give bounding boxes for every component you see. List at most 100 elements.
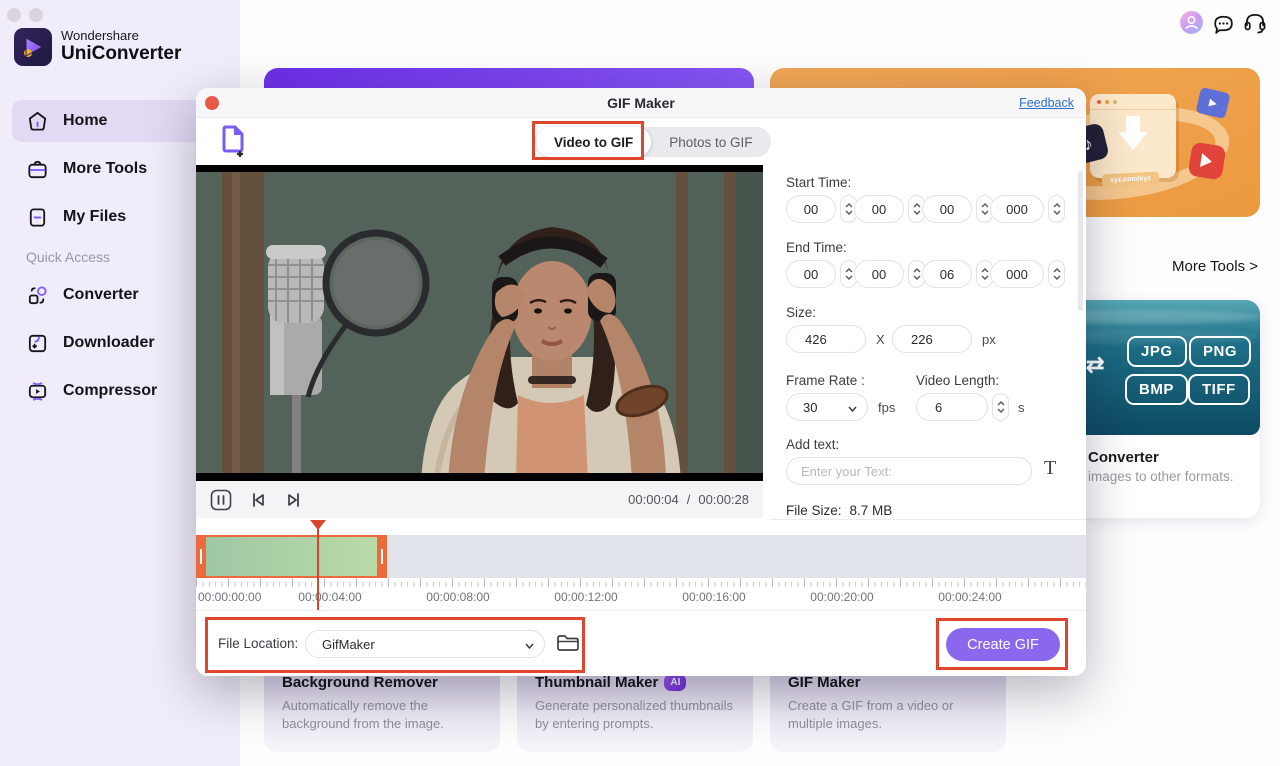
end-seconds-input[interactable] (922, 260, 972, 288)
frame-rate-label: Frame Rate : (786, 373, 865, 388)
sidebar-item-home[interactable]: Home (12, 100, 228, 142)
video-preview-frame (196, 165, 763, 481)
add-text-label: Add text: (786, 437, 840, 452)
timeline: 00:00:00:00 00:00:04:00 00:00:08:00 00:0… (196, 520, 1086, 610)
size-label: Size: (786, 305, 817, 320)
file-size-value: 8.7 MB (849, 503, 893, 518)
window-minimize-button[interactable] (29, 8, 43, 22)
brand-name-bottom: UniConverter (61, 43, 182, 65)
timeline-label: 00:00:20:00 (810, 590, 874, 604)
video-length-label: Video Length: (916, 373, 1000, 388)
end-millis-stepper[interactable] (1048, 260, 1065, 288)
sidebar-item-more-tools[interactable]: More Tools (12, 148, 228, 190)
browse-folder-icon[interactable] (556, 632, 580, 659)
window-close-button[interactable] (7, 8, 21, 22)
youtube-icon (1187, 141, 1227, 181)
playhead-line (317, 522, 319, 610)
video-preview[interactable] (196, 165, 763, 481)
converter-card-title: Converter (1088, 449, 1159, 466)
dialog-title: GIF Maker (607, 95, 675, 111)
timeline-label: 00:00:08:00 (426, 590, 490, 604)
sidebar-item-label: Compressor (63, 382, 158, 399)
file-size-label: File Size: (786, 503, 842, 518)
settings-scrollbar[interactable] (1078, 171, 1083, 311)
converter-icon (28, 285, 47, 304)
tab-photos-to-gif[interactable]: Photos to GIF (669, 134, 753, 150)
gif-maker-dialog: GIF Maker Feedback Video to GIF Photos t… (196, 88, 1086, 676)
card-title: GIF Maker (788, 674, 861, 691)
convert-swap-icon: ⇄ (1086, 352, 1105, 377)
file-location-label: File Location: (218, 636, 299, 651)
create-gif-button[interactable]: Create GIF (946, 628, 1060, 661)
size-width-input[interactable] (786, 325, 866, 353)
downloader-icon (28, 334, 47, 352)
file-size-row: File Size: 8.7 MB (786, 503, 892, 518)
current-time: 00:00:04 (628, 492, 679, 507)
timeline-label: 00:00:16:00 (682, 590, 746, 604)
player-bar: 00:00:04 / 00:00:28 (196, 481, 763, 518)
start-hours-input[interactable] (786, 195, 836, 223)
end-minutes-stepper[interactable] (908, 260, 925, 288)
format-pill-tiff: TIFF (1188, 374, 1250, 405)
settings-divider (770, 519, 1086, 520)
player-timecode: 00:00:04 / 00:00:28 (628, 492, 749, 507)
converter-card-subtitle: images to other formats. (1088, 469, 1234, 484)
dialog-close-button[interactable] (205, 96, 219, 110)
size-separator: X (876, 332, 885, 347)
end-millis-input[interactable] (990, 260, 1044, 288)
video-length-stepper[interactable] (992, 393, 1009, 421)
add-file-icon[interactable] (218, 125, 248, 157)
timeline-label: 00:00:00:00 (198, 590, 262, 604)
previous-frame-button[interactable] (248, 490, 268, 510)
time-separator: / (686, 492, 691, 507)
timeline-track[interactable] (196, 535, 1086, 578)
chevron-down-icon (525, 637, 534, 652)
card-title: Thumbnail Maker (535, 674, 659, 691)
support-headset-icon[interactable] (1242, 10, 1268, 41)
feedback-chat-icon[interactable] (1211, 11, 1236, 41)
timeline-selection[interactable] (196, 535, 387, 578)
start-hours-stepper[interactable] (840, 195, 857, 223)
start-millis-stepper[interactable] (1048, 195, 1065, 223)
timeline-label: 00:00:12:00 (554, 590, 618, 604)
more-tools-link[interactable]: More Tools > (1171, 258, 1258, 275)
start-seconds-input[interactable] (922, 195, 972, 223)
chevron-down-icon (848, 400, 857, 415)
sidebar-item-label: More Tools (63, 160, 148, 177)
total-time: 00:00:28 (698, 492, 749, 507)
frame-rate-unit: fps (878, 400, 896, 415)
user-avatar[interactable] (1180, 11, 1203, 34)
brand-name-top: Wondershare (61, 28, 139, 44)
sidebar-item-downloader[interactable]: Downloader (12, 322, 228, 364)
format-pill-jpg: JPG (1127, 336, 1187, 367)
sidebar-item-my-files[interactable]: My Files (12, 196, 228, 238)
home-icon (28, 111, 47, 131)
next-frame-button[interactable] (284, 490, 304, 510)
sidebar-item-converter[interactable]: Converter (12, 274, 228, 316)
end-hours-input[interactable] (786, 260, 836, 288)
pause-button[interactable] (210, 489, 232, 511)
sidebar-item-label: My Files (63, 208, 127, 225)
start-minutes-input[interactable] (854, 195, 904, 223)
dialog-footer: File Location: GifMaker Create GIF (196, 610, 1086, 676)
quick-access-label: Quick Access (26, 249, 111, 265)
ai-badge: AI (664, 674, 687, 691)
card-description: Automatically remove the background from… (282, 698, 444, 732)
my-files-icon (29, 207, 46, 227)
trim-handle-left[interactable] (196, 535, 206, 578)
text-style-tool-icon[interactable]: T (1044, 457, 1057, 479)
video-length-input[interactable] (916, 393, 988, 421)
more-tools-icon (28, 160, 47, 178)
feedback-link[interactable]: Feedback (1019, 96, 1074, 110)
trim-handle-right[interactable] (377, 535, 387, 578)
file-location-select[interactable]: GifMaker (305, 630, 545, 658)
size-height-input[interactable] (892, 325, 972, 353)
card-description: Create a GIF from a video or multiple im… (788, 698, 954, 732)
start-millis-input[interactable] (990, 195, 1044, 223)
end-minutes-input[interactable] (854, 260, 904, 288)
sidebar-item-compressor[interactable]: Compressor (12, 370, 228, 412)
sidebar-item-label: Converter (63, 286, 139, 303)
tab-video-to-gif[interactable]: Video to GIF (536, 127, 652, 157)
frame-rate-select[interactable]: 30 (786, 393, 868, 421)
add-text-input[interactable] (786, 457, 1032, 485)
